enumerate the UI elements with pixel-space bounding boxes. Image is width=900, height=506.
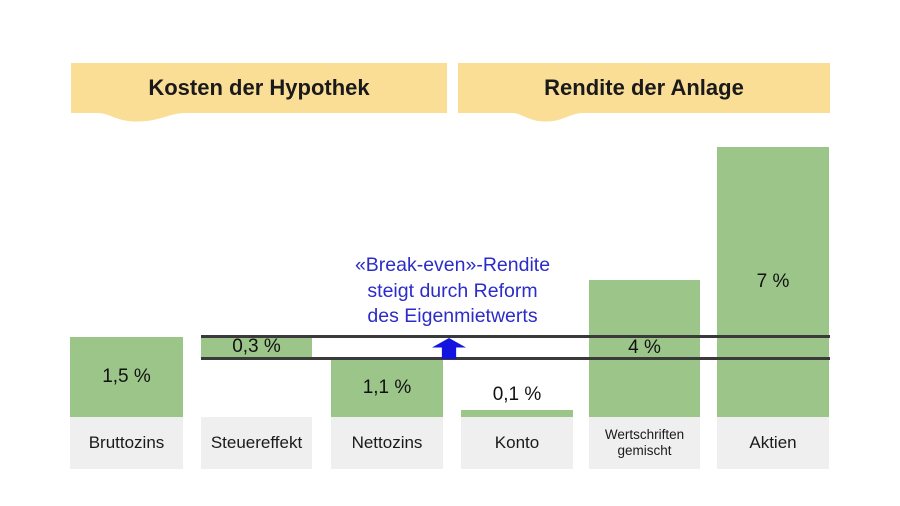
bar-value-label: 4 %	[628, 337, 661, 358]
category-label: Steuereffekt	[201, 417, 312, 469]
bar-5	[717, 147, 829, 417]
bar-value-label: 0,3 %	[232, 336, 281, 357]
bar-0	[70, 337, 183, 417]
group-header-label: Rendite der Anlage	[544, 75, 744, 100]
breakeven-annotation: «Break-even»-Rendite steigt durch Reform…	[315, 253, 590, 330]
group-header-rendite: Rendite der Anlage	[458, 63, 830, 122]
bar-value-label: 1,1 %	[362, 377, 412, 398]
annotation-line: «Break-even»-Rendite	[354, 254, 551, 276]
breakeven-line-upper	[201, 335, 830, 338]
annotation-line: steigt durch Reform	[367, 279, 538, 302]
bar-2	[331, 360, 443, 417]
bar-1	[201, 337, 312, 358]
bar-value-label: 1,5 %	[102, 366, 151, 387]
group-header-kosten: Kosten der Hypothek	[71, 63, 447, 122]
category-label: Aktien	[717, 417, 829, 469]
header-wavy-banner	[458, 63, 830, 122]
category-label: Konto	[461, 417, 573, 469]
group-header-label: Kosten der Hypothek	[148, 75, 370, 100]
breakeven-line-lower	[201, 357, 830, 360]
bar-value-label: 7 %	[756, 271, 790, 292]
category-label: Nettozins	[331, 417, 443, 469]
bar-3	[461, 410, 573, 417]
up-arrow-icon	[432, 338, 466, 359]
category-label: Wertschriften gemischt	[589, 417, 700, 469]
category-label: Bruttozins	[70, 417, 183, 469]
annotation-line: des Eigenmietwerts	[367, 305, 538, 327]
header-wavy-banner	[71, 63, 447, 122]
bar-value-label: 0,1 %	[492, 384, 542, 405]
bar-4	[589, 280, 700, 417]
